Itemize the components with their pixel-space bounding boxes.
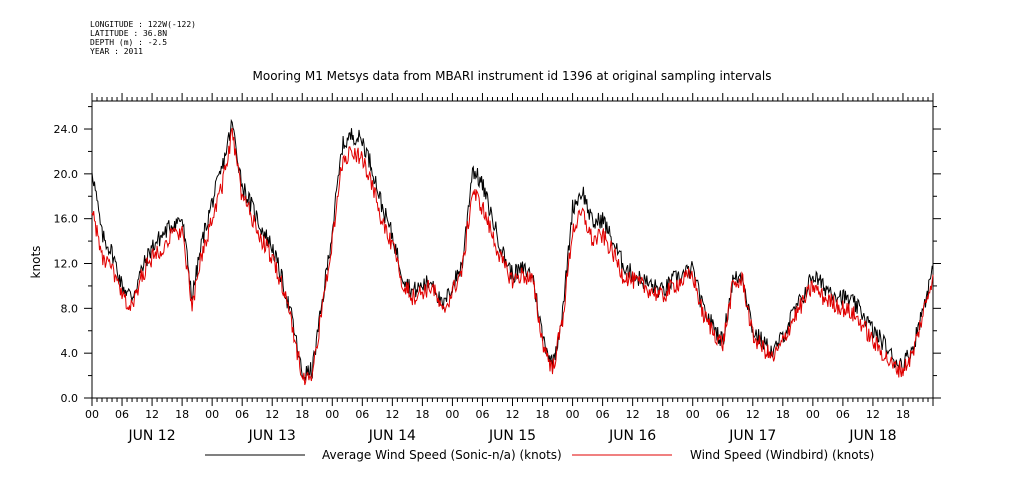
x-hour-label: 00 (325, 408, 339, 421)
x-hour-label: 06 (475, 408, 489, 421)
x-hour-label: 18 (536, 408, 550, 421)
x-hour-label: 18 (896, 408, 910, 421)
x-hour-label: 00 (806, 408, 820, 421)
x-hour-label: 06 (836, 408, 850, 421)
series-lines (91, 118, 934, 386)
depth-text: DEPTH (m) : -2.5 (90, 38, 168, 47)
x-day-label: JUN 15 (488, 428, 536, 444)
x-hour-label: 00 (686, 408, 700, 421)
y-tick-label: 8.0 (61, 302, 79, 315)
x-hour-label: 12 (626, 408, 640, 421)
x-hour-label: 18 (656, 408, 670, 421)
x-hour-label: 12 (265, 408, 279, 421)
y-tick-label: 4.0 (61, 347, 79, 360)
x-hour-label: 12 (866, 408, 880, 421)
chart-title: Mooring M1 Metsys data from MBARI instru… (253, 69, 772, 83)
x-hour-label: 18 (776, 408, 790, 421)
x-day-label: JUN 14 (368, 428, 416, 444)
legend-label-windbird: Wind Speed (Windbird) (knots) (690, 448, 874, 462)
x-day-label: JUN 12 (128, 428, 176, 444)
x-hour-label: 06 (716, 408, 730, 421)
x-day-label: JUN 17 (728, 428, 776, 444)
legend-label-average: Average Wind Speed (Sonic-n/a) (knots) (322, 448, 562, 462)
x-hour-label: 18 (295, 408, 309, 421)
x-day-label: JUN 18 (848, 428, 896, 444)
x-hour-label: 00 (85, 408, 99, 421)
x-hour-label: 06 (235, 408, 249, 421)
x-hour-label: 12 (385, 408, 399, 421)
x-hour-label: 06 (596, 408, 610, 421)
x-hour-label: 12 (746, 408, 760, 421)
y-axis-label: knots (29, 246, 43, 279)
y-tick-label: 20.0 (54, 168, 79, 181)
y-tick-label: 24.0 (54, 123, 79, 136)
series-line-0 (91, 118, 934, 381)
x-day-label: JUN 16 (608, 428, 656, 444)
x-hour-label: 06 (355, 408, 369, 421)
year-text: YEAR : 2011 (90, 47, 143, 56)
x-hour-label: 06 (115, 408, 129, 421)
legend: Average Wind Speed (Sonic-n/a) (knots) Wi… (205, 448, 874, 462)
x-hour-label: 18 (175, 408, 189, 421)
x-day-label: JUN 13 (248, 428, 296, 444)
y-tick-label: 16.0 (54, 213, 79, 226)
latitude-text: LATITUDE : 36.8N (90, 29, 168, 38)
y-tick-label: 0.0 (61, 392, 79, 405)
x-hour-label: 12 (145, 408, 159, 421)
axes: 00 06 12 18 00 06 12 18 00 06 12 18 00 06 12 18 00 06 12 18… (54, 93, 941, 444)
x-hour-label: 00 (205, 408, 219, 421)
plot-frame (91, 100, 934, 399)
station-metadata: LONGITUDE : 122W(-122) LATITUDE : 36.8N … (90, 20, 196, 56)
x-hour-label: 18 (415, 408, 429, 421)
x-hour-label: 00 (445, 408, 459, 421)
x-hour-label: 12 (506, 408, 520, 421)
y-tick-label: 12.0 (54, 258, 79, 271)
series-line-1 (91, 128, 934, 386)
x-hour-label: 00 (566, 408, 580, 421)
longitude-text: LONGITUDE : 122W(-122) (90, 20, 196, 29)
